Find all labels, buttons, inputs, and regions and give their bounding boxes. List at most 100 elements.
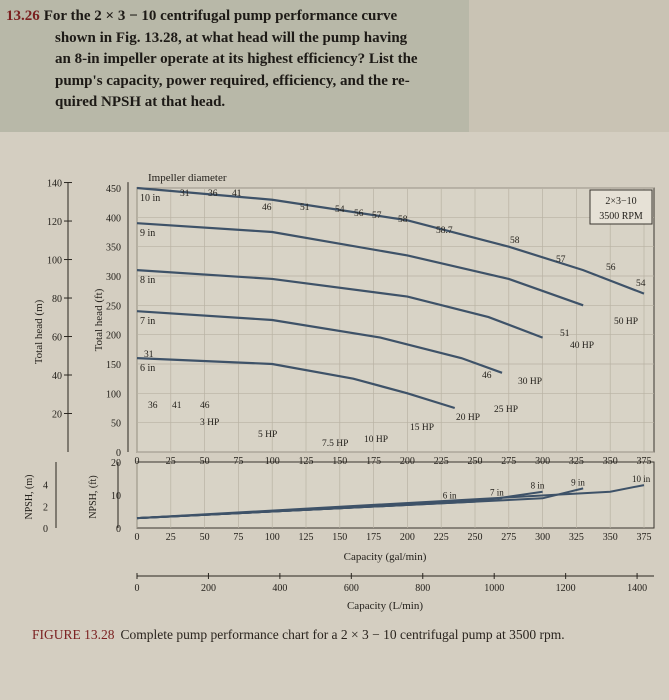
power-label: 15 HP: [410, 423, 434, 433]
y-tick-label-m: 60: [52, 333, 62, 344]
impeller-label: 9 in: [140, 228, 155, 239]
problem-line-5: quired NPSH at that head.: [55, 94, 226, 110]
x-tick-label-bottom: 200: [400, 532, 415, 543]
x-tick-label-top: 275: [501, 456, 516, 467]
efficiency-label: 36: [208, 189, 218, 199]
x-tick-label-bottom: 300: [535, 532, 550, 543]
y-tick-label-m: 120: [47, 217, 62, 228]
y-tick-label-ft: 50: [111, 419, 121, 430]
efficiency-label: 36: [148, 401, 158, 411]
y-tick-label-ft: 100: [106, 389, 121, 400]
x-tick-label-top: 325: [569, 456, 584, 467]
power-label: 50 HP: [614, 317, 638, 327]
npsh-curve-label: 10 in: [632, 474, 651, 484]
efficiency-label: 56: [354, 209, 364, 219]
x-tick-label-L: 400: [272, 583, 287, 594]
chart-title: Impeller diameter: [148, 172, 227, 184]
pump-label-rpm: 3500 RPM: [599, 211, 643, 222]
power-label: 3 HP: [200, 418, 219, 428]
y-tick-label-m: 100: [47, 256, 62, 267]
pump-label-box: [589, 189, 653, 225]
npsh-label-ft: NPSH, (ft): [88, 475, 99, 518]
npsh-label-m: NPSH, (m): [24, 474, 35, 519]
problem-number: 13.26: [6, 8, 40, 24]
power-label: 20 HP: [456, 413, 480, 423]
impeller-label: 8 in: [140, 275, 155, 286]
y-tick-label-ft: 350: [106, 243, 121, 254]
x-tick-label-bottom: 375: [637, 532, 652, 543]
x-tick-label-L: 0: [135, 583, 140, 594]
x-tick-label-bottom: 275: [501, 532, 516, 543]
x-tick-label-top: 175: [366, 456, 381, 467]
impeller-label: 10 in: [140, 193, 160, 204]
y-tick-label-m: 20: [52, 410, 62, 421]
problem-statement: 13.26 For the 2 × 3 − 10 centrifugal pump…: [6, 6, 466, 114]
problem-line-4: pump's capacity, power required, efficie…: [55, 72, 410, 89]
x-tick-label-bottom: 100: [265, 532, 280, 543]
x-tick-label-L: 1200: [556, 583, 576, 594]
power-label: 5 HP: [258, 430, 277, 440]
x-tick-label-bottom: 225: [434, 532, 449, 543]
efficiency-label: 31: [144, 350, 154, 360]
x-tick-label-bottom: 250: [468, 532, 483, 543]
x-tick-label-top: 150: [332, 456, 347, 467]
efficiency-label: 58: [398, 215, 408, 225]
x-tick-label-bottom: 350: [603, 532, 618, 543]
problem-line-1: For the 2 × 3 − 10 centrifugal pump perf…: [43, 8, 398, 24]
x-tick-label-L: 800: [415, 583, 430, 594]
y-tick-label-ft: 400: [106, 213, 121, 224]
head-curve-10in: [136, 186, 645, 295]
x-tick-label-top: 200: [400, 456, 415, 467]
y-tick-label-m: 140: [47, 179, 62, 190]
x-label-gal: Capacity (gal/min): [344, 551, 427, 563]
x-tick-label-bottom: 0: [135, 532, 140, 543]
x-tick-label-top: 350: [603, 456, 618, 467]
figure-caption: FIGURE 13.28 Complete pump performance ch…: [32, 626, 632, 643]
x-tick-label-L: 600: [344, 583, 359, 594]
efficiency-label: 57: [556, 255, 566, 265]
npsh-curve-label: 8 in: [531, 481, 545, 491]
x-tick-label-top: 100: [265, 456, 280, 467]
x-tick-label-top: 125: [299, 456, 314, 467]
x-label-L: Capacity (L/min): [347, 600, 423, 612]
x-tick-label-top: 300: [535, 456, 550, 467]
npsh-curve-label: 6 in: [443, 491, 457, 501]
efficiency-label: 57: [372, 211, 382, 221]
npsh-tick-label-m: 0: [43, 524, 48, 535]
power-label: 30 HP: [518, 377, 542, 387]
y-label-m: Total head (m): [33, 299, 45, 364]
efficiency-label: 46: [200, 401, 210, 411]
npsh-tick-label-m: 2: [43, 502, 48, 513]
pump-label-model: 2×3−10: [605, 196, 636, 207]
x-tick-label-bottom: 325: [569, 532, 584, 543]
x-tick-label-L: 1400: [627, 583, 647, 594]
problem-line-2: shown in Fig. 13.28, at what head will t…: [55, 29, 408, 46]
x-tick-label-bottom: 75: [233, 532, 243, 543]
npsh-tick-label-ft: 0: [116, 524, 121, 535]
power-label: 40 HP: [570, 341, 594, 351]
problem-line-3: an 8-in impeller operate at its highest …: [55, 51, 418, 67]
power-label: 10 HP: [364, 435, 388, 445]
y-tick-label-ft: 250: [106, 301, 121, 312]
head-curve-7in: [136, 310, 503, 374]
efficiency-label: 46: [482, 371, 492, 381]
x-tick-label-top: 50: [200, 456, 210, 467]
y-tick-label-ft: 150: [106, 360, 121, 371]
x-tick-label-L: 200: [201, 583, 216, 594]
problem-box: 13.26 For the 2 × 3 − 10 centrifugal pump…: [0, 0, 469, 132]
y-tick-label-ft: 450: [106, 184, 121, 195]
efficiency-label: 56: [606, 263, 616, 273]
efficiency-label: 46: [262, 203, 272, 213]
x-tick-label-top: 25: [166, 456, 176, 467]
impeller-label: 7 in: [140, 316, 155, 327]
npsh-curve-10in: [136, 484, 645, 520]
power-label: 25 HP: [494, 405, 518, 415]
npsh-tick-label-ft: 10: [111, 491, 121, 502]
x-tick-label-bottom: 150: [332, 532, 347, 543]
caption-text: Complete pump performance chart for a 2 …: [120, 627, 565, 642]
y-tick-label-m: 80: [52, 294, 62, 305]
x-tick-label-L: 1000: [484, 583, 504, 594]
efficiency-label: 41: [172, 401, 182, 411]
npsh-curve-label: 9 in: [571, 477, 585, 487]
